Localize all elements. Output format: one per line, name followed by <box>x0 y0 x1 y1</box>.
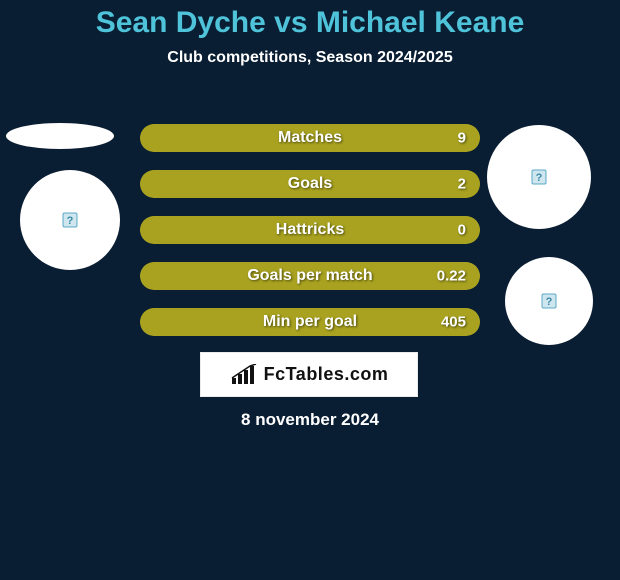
stat-value: 405 <box>441 314 466 331</box>
stat-value: 0.22 <box>437 268 466 285</box>
stat-label: Hattricks <box>276 221 344 239</box>
svg-text:?: ? <box>67 215 74 227</box>
stats-container: Matches 9 Goals 2 Hattricks 0 Goals per match 0… <box>140 124 480 354</box>
stat-value: 9 <box>458 130 466 147</box>
stat-label: Goals per match <box>247 267 372 285</box>
brand-chart-icon <box>230 364 258 386</box>
player-avatar-right-1: ? <box>487 125 591 229</box>
date-text: 8 november 2024 <box>0 410 620 430</box>
stat-label: Goals <box>288 175 332 193</box>
page-subtitle: Club competitions, Season 2024/2025 <box>0 49 620 67</box>
stat-row: Matches 9 <box>140 124 480 152</box>
image-placeholder-icon: ? <box>62 212 78 228</box>
stat-value: 2 <box>458 176 466 193</box>
brand-badge: FcTables.com <box>200 352 418 397</box>
image-placeholder-icon: ? <box>531 169 547 185</box>
stat-row: Goals 2 <box>140 170 480 198</box>
image-placeholder-icon: ? <box>541 293 557 309</box>
stat-row: Min per goal 405 <box>140 308 480 336</box>
svg-text:?: ? <box>546 296 553 308</box>
page-title: Sean Dyche vs Michael Keane <box>0 0 620 39</box>
player-avatar-right-2: ? <box>505 257 593 345</box>
decorative-ellipse <box>6 123 114 149</box>
stat-label: Matches <box>278 129 342 147</box>
brand-text: FcTables.com <box>264 364 389 385</box>
stat-value: 0 <box>458 222 466 239</box>
stat-label: Min per goal <box>263 313 357 331</box>
stat-row: Goals per match 0.22 <box>140 262 480 290</box>
stat-row: Hattricks 0 <box>140 216 480 244</box>
player-avatar-left: ? <box>20 170 120 270</box>
svg-text:?: ? <box>536 172 543 184</box>
